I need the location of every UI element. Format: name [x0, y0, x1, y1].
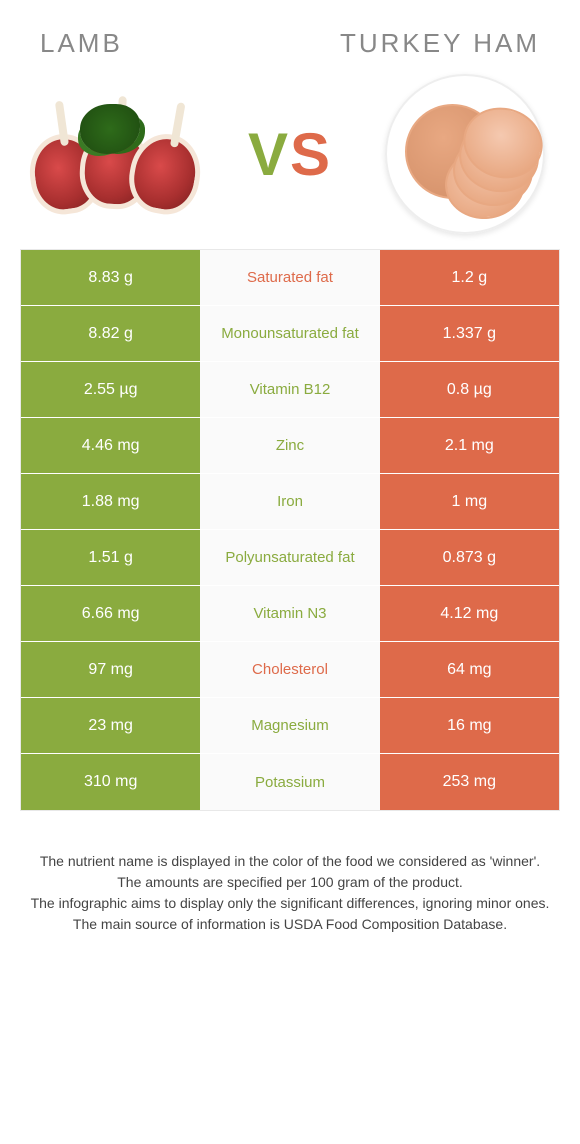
table-row: 4.46 mgZinc2.1 mg	[21, 418, 559, 474]
table-row: 8.83 gSaturated fat1.2 g	[21, 250, 559, 306]
nutrient-label: Potassium	[200, 754, 379, 810]
footer-line: The amounts are specified per 100 gram o…	[28, 872, 552, 893]
left-value: 6.66 mg	[21, 586, 200, 641]
footer-line: The nutrient name is displayed in the co…	[28, 851, 552, 872]
footer-line: The infographic aims to display only the…	[28, 893, 552, 914]
table-row: 8.82 gMonounsaturated fat1.337 g	[21, 306, 559, 362]
left-value: 2.55 µg	[21, 362, 200, 417]
nutrient-label: Vitamin N3	[200, 586, 379, 641]
right-value: 4.12 mg	[380, 586, 559, 641]
footer-notes: The nutrient name is displayed in the co…	[0, 811, 580, 935]
left-food-title: Lamb	[40, 28, 123, 59]
nutrient-label: Cholesterol	[200, 642, 379, 697]
vs-v-letter: V	[248, 121, 290, 188]
nutrient-label: Magnesium	[200, 698, 379, 753]
right-value: 1.2 g	[380, 250, 559, 305]
turkey-ham-image	[370, 79, 560, 229]
vs-label: VS	[248, 120, 332, 189]
nutrient-label: Saturated fat	[200, 250, 379, 305]
left-value: 1.51 g	[21, 530, 200, 585]
nutrient-table: 8.83 gSaturated fat1.2 g8.82 gMonounsatu…	[20, 249, 560, 811]
right-value: 0.873 g	[380, 530, 559, 585]
right-value: 253 mg	[380, 754, 559, 810]
nutrient-label: Polyunsaturated fat	[200, 530, 379, 585]
table-row: 1.51 gPolyunsaturated fat0.873 g	[21, 530, 559, 586]
left-value: 4.46 mg	[21, 418, 200, 473]
right-value: 1 mg	[380, 474, 559, 529]
left-value: 310 mg	[21, 754, 200, 810]
images-row: VS	[0, 69, 580, 249]
left-value: 8.83 g	[21, 250, 200, 305]
table-row: 310 mgPotassium253 mg	[21, 754, 559, 810]
nutrient-label: Vitamin B12	[200, 362, 379, 417]
nutrient-label: Zinc	[200, 418, 379, 473]
right-value: 2.1 mg	[380, 418, 559, 473]
right-value: 0.8 µg	[380, 362, 559, 417]
left-value: 8.82 g	[21, 306, 200, 361]
table-row: 6.66 mgVitamin N34.12 mg	[21, 586, 559, 642]
left-value: 23 mg	[21, 698, 200, 753]
lamb-image	[20, 79, 210, 229]
table-row: 23 mgMagnesium16 mg	[21, 698, 559, 754]
right-value: 16 mg	[380, 698, 559, 753]
right-value: 1.337 g	[380, 306, 559, 361]
right-food-title: Turkey ham	[340, 28, 540, 59]
footer-line: The main source of information is USDA F…	[28, 914, 552, 935]
vs-s-letter: S	[290, 121, 332, 188]
right-value: 64 mg	[380, 642, 559, 697]
left-value: 1.88 mg	[21, 474, 200, 529]
nutrient-label: Iron	[200, 474, 379, 529]
nutrient-label: Monounsaturated fat	[200, 306, 379, 361]
table-row: 1.88 mgIron1 mg	[21, 474, 559, 530]
table-row: 97 mgCholesterol64 mg	[21, 642, 559, 698]
left-value: 97 mg	[21, 642, 200, 697]
table-row: 2.55 µgVitamin B120.8 µg	[21, 362, 559, 418]
header: Lamb Turkey ham	[0, 0, 580, 69]
